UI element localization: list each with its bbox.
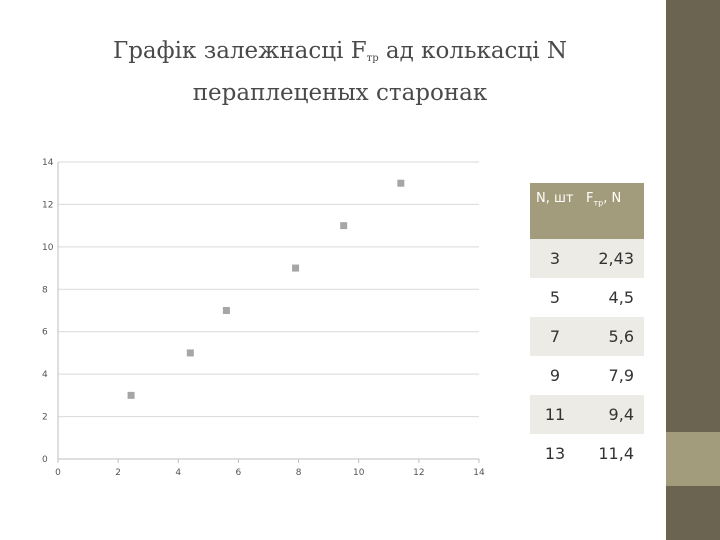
data-points [127, 179, 405, 399]
data-point [397, 179, 405, 187]
title-text-end: ад колькасці N [378, 38, 568, 64]
y-tick-label: 4 [42, 370, 48, 380]
cell-f: 2,43 [580, 239, 644, 278]
cell-f: 7,9 [608, 366, 634, 385]
tick-labels: 0 2 4 6 8 10 12 14 0 2 4 6 8 10 12 14 [42, 158, 485, 478]
table-header-row: N, шт Fтр, N [530, 183, 644, 239]
cell-n: 9 [549, 366, 561, 385]
y-tick-label: 10 [42, 243, 54, 253]
y-tick-label: 2 [42, 413, 48, 423]
data-point [222, 307, 230, 314]
table-row: 13 11,4 [530, 434, 644, 473]
cell-f: 5,6 [580, 317, 644, 356]
y-tick-label: 8 [42, 285, 48, 295]
data-point [340, 222, 348, 230]
cell-n: 3 [530, 239, 580, 278]
page-title: Графік залежнасці Fтр ад колькасці N пер… [60, 34, 620, 110]
header-f-subscript: тр [593, 198, 604, 208]
header-n: N, шт [530, 183, 580, 239]
y-tick-label: 6 [42, 328, 48, 338]
x-tick-label: 14 [473, 468, 485, 478]
x-tick-label: 8 [296, 468, 302, 478]
title-text-start: Графік залежнасці F [112, 38, 367, 64]
title-line-1: Графік залежнасці Fтр ад колькасці N [60, 34, 620, 76]
x-tick-label: 12 [413, 468, 424, 478]
x-tick-label: 10 [353, 468, 365, 478]
header-f-unit: , N [603, 191, 622, 206]
table-row: 7 5,6 [530, 317, 644, 356]
x-tick-label: 6 [236, 468, 242, 478]
axes [57, 162, 480, 463]
grid-lines [58, 161, 479, 418]
table-row: 9 7,9 [530, 356, 644, 395]
x-tick-label: 4 [175, 468, 181, 478]
cell-n: 11 [530, 395, 580, 434]
y-tick-label: 12 [42, 200, 53, 210]
y-tick-label: 0 [42, 455, 48, 465]
cell-n: 7 [530, 317, 580, 356]
data-point [186, 349, 194, 357]
header-f-letter: F [586, 191, 594, 206]
table-row: 11 9,4 [530, 395, 644, 434]
cell-n: 5 [549, 288, 561, 307]
header-f: Fтр, N [580, 183, 644, 239]
y-tick-label: 14 [42, 158, 54, 168]
data-point [127, 391, 135, 399]
x-tick-label: 2 [115, 468, 121, 478]
cell-f: 11,4 [598, 444, 634, 463]
table-row: 3 2,43 [530, 239, 644, 278]
x-tick-label: 0 [55, 468, 61, 478]
title-line-2: пераплеценых старонак [192, 80, 488, 106]
cell-f: 4,5 [608, 288, 634, 307]
title-subscript: тр [366, 53, 379, 64]
cell-f: 9,4 [580, 395, 644, 434]
data-table: N, шт Fтр, N 3 2,43 5 4,5 7 5,6 9 7,9 11… [530, 183, 644, 473]
data-point [292, 264, 300, 272]
cell-n: 13 [544, 444, 566, 463]
decorative-side-block [666, 432, 720, 486]
table-row: 5 4,5 [530, 278, 644, 317]
